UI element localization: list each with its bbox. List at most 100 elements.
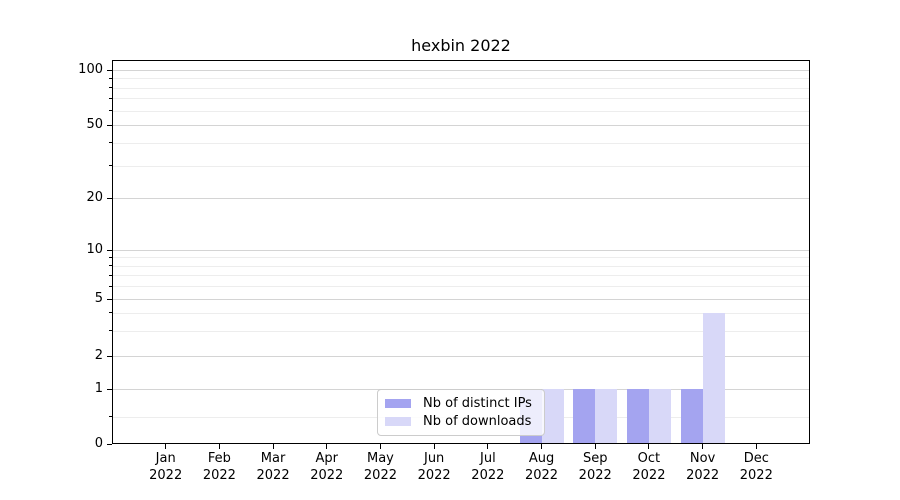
x-tick-apr	[326, 444, 328, 449]
gridline-major-100	[112, 70, 810, 71]
legend-item-0: Nb of distinct IPs	[385, 395, 536, 412]
legend-label-1: Nb of downloads	[423, 414, 532, 429]
gridline-minor-90	[112, 78, 810, 80]
gridline-minor-80	[112, 87, 810, 89]
x-tick-jun	[433, 444, 435, 449]
y-tick-label-0: 0	[94, 436, 103, 451]
y-tick-label-20: 20	[86, 190, 103, 205]
bar-distinct-ips-sep	[573, 389, 596, 444]
x-tick-year-may: 2022	[363, 467, 397, 483]
x-tick-year-jun: 2022	[417, 467, 451, 483]
gridline-minor-70	[112, 98, 810, 100]
x-tick-label-feb: Feb 2022	[183, 451, 255, 484]
gridline-minor-9	[112, 257, 810, 259]
x-tick-label-mar: Mar 2022	[237, 451, 309, 484]
legend-label-0: Nb of distinct IPs	[423, 396, 532, 411]
x-tick-year-jul: 2022	[471, 467, 505, 483]
x-tick-label-jun: Jun 2022	[398, 451, 470, 484]
gridline-minor-7	[112, 275, 810, 277]
y-minortick-8	[109, 265, 112, 267]
x-tick-aug	[541, 444, 543, 449]
x-tick-year-jan: 2022	[149, 467, 183, 483]
y-minortick-80	[109, 87, 112, 89]
x-tick-year-mar: 2022	[256, 467, 290, 483]
gridline-minor-3	[112, 330, 810, 332]
bar-downloads-aug	[541, 389, 564, 444]
chart-title: hexbin 2022	[411, 36, 511, 55]
gridline-major-5	[112, 299, 810, 300]
gridline-minor-4	[112, 312, 810, 314]
x-tick-label-aug: Aug 2022	[506, 451, 578, 484]
x-tick-feb	[218, 444, 220, 449]
y-minortick-70	[109, 97, 112, 99]
legend-swatch-0	[385, 399, 411, 408]
y-tick-label-5: 5	[94, 291, 103, 306]
x-tick-nov	[702, 444, 704, 449]
y-minortick-90	[109, 77, 112, 79]
x-tick-sep	[594, 444, 596, 449]
y-tick-0	[107, 443, 112, 445]
x-tick-year-feb: 2022	[202, 467, 236, 483]
bar-downloads-nov	[702, 312, 725, 444]
legend: Nb of distinct IPs Nb of downloads	[377, 389, 545, 436]
y-tick-10	[107, 249, 112, 251]
gridline-minor-40	[112, 142, 810, 144]
gridline-minor-8	[112, 265, 810, 267]
x-tick-label-dec: Dec 2022	[720, 451, 792, 484]
bar-distinct-ips-nov	[680, 389, 703, 444]
x-tick-mar	[272, 444, 274, 449]
x-tick-label-nov: Nov 2022	[667, 451, 739, 484]
y-minortick-4	[109, 312, 112, 314]
gridline-minor-60	[112, 110, 810, 112]
x-tick-year-aug: 2022	[524, 467, 559, 483]
y-minortick-30	[109, 165, 112, 167]
y-tick-5	[107, 298, 112, 300]
x-tick-jul	[487, 444, 489, 449]
y-tick-label-2: 2	[94, 348, 103, 363]
x-tick-label-sep: Sep 2022	[559, 451, 631, 484]
x-tick-label-may: May 2022	[344, 451, 416, 484]
x-tick-may	[379, 444, 381, 449]
gridline-minor-6	[112, 286, 810, 288]
x-tick-year-sep: 2022	[578, 467, 612, 483]
y-minortick-0.5	[109, 416, 112, 417]
gridline-major-2	[112, 356, 810, 357]
x-tick-year-apr: 2022	[310, 467, 344, 483]
y-minortick-9	[109, 256, 112, 258]
bar-downloads-sep	[595, 389, 618, 444]
y-minortick-40	[109, 142, 112, 144]
x-tick-jan	[165, 444, 167, 449]
y-minortick-6	[109, 285, 112, 287]
bar-distinct-ips-oct	[626, 389, 649, 444]
legend-item-1: Nb of downloads	[385, 413, 536, 430]
y-minortick-60	[109, 110, 112, 112]
x-tick-oct	[648, 444, 650, 449]
x-tick-label-jul: Jul 2022	[452, 451, 524, 484]
y-tick-label-50: 50	[86, 117, 103, 132]
x-tick-label-oct: Oct 2022	[613, 451, 685, 484]
gridline-major-10	[112, 250, 810, 251]
legend-swatch-1	[385, 417, 411, 426]
y-tick-2	[107, 355, 112, 357]
gridline-major-20	[112, 198, 810, 199]
y-tick-50	[107, 124, 112, 126]
gridline-major-50	[112, 125, 810, 126]
y-tick-1	[107, 388, 112, 390]
x-tick-year-oct: 2022	[632, 467, 666, 483]
y-tick-20	[107, 197, 112, 199]
y-minortick-7	[109, 274, 112, 276]
y-tick-label-10: 10	[86, 242, 103, 257]
x-tick-year-nov: 2022	[686, 467, 720, 483]
y-tick-label-1: 1	[94, 381, 103, 396]
gridline-minor-30	[112, 165, 810, 167]
bar-downloads-oct	[648, 389, 671, 444]
x-tick-dec	[755, 444, 757, 449]
y-minortick-3	[109, 330, 112, 332]
x-tick-label-jan: Jan 2022	[130, 451, 202, 484]
plot-area: Nb of distinct IPs Nb of downloads	[112, 60, 810, 444]
x-tick-year-dec: 2022	[739, 467, 773, 483]
y-tick-label-100: 100	[78, 62, 103, 77]
x-tick-label-apr: Apr 2022	[291, 451, 363, 484]
y-tick-100	[107, 69, 112, 71]
